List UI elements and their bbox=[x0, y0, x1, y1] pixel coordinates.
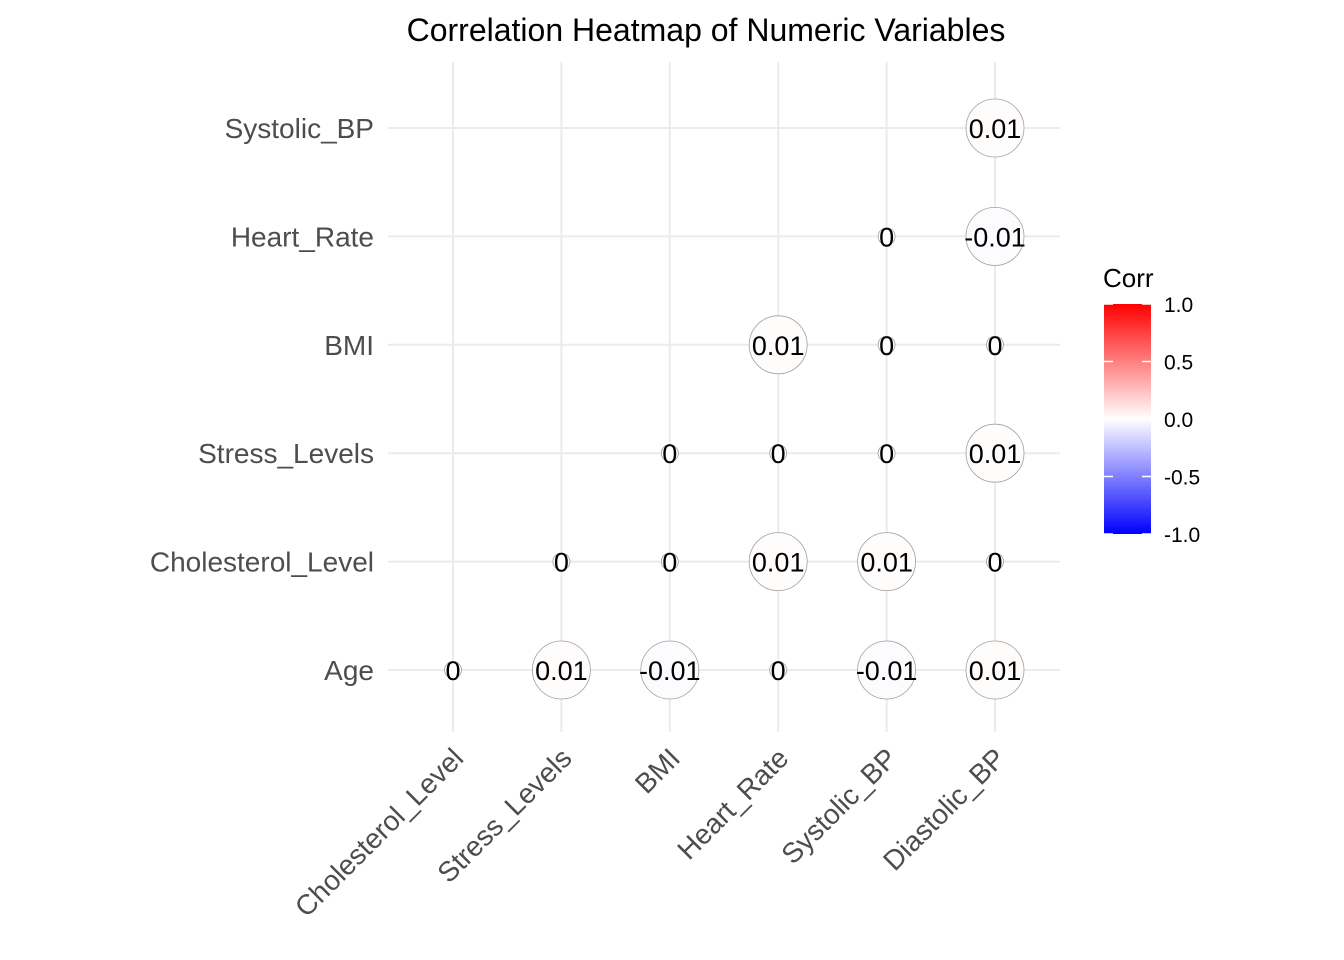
x-tick-label: Cholesterol_Level bbox=[289, 742, 469, 922]
correlation-point bbox=[769, 661, 788, 679]
correlation-value-label: 0 bbox=[445, 656, 460, 686]
correlation-point bbox=[965, 640, 1025, 700]
y-tick-label: Heart_Rate bbox=[231, 221, 374, 252]
correlation-value-label: 0.01 bbox=[752, 331, 805, 361]
correlation-value-label: -0.01 bbox=[639, 656, 701, 686]
legend-tick-label: 0.0 bbox=[1164, 409, 1193, 432]
correlation-point bbox=[986, 552, 1004, 571]
correlation-point bbox=[444, 661, 462, 679]
correlation-value-label: 0.01 bbox=[752, 548, 805, 578]
chart-title: Correlation Heatmap of Numeric Variables bbox=[407, 12, 1006, 48]
legend-tick-label: -1.0 bbox=[1164, 524, 1200, 547]
correlation-value-label: 0 bbox=[662, 439, 677, 469]
correlation-value-label: 0 bbox=[987, 548, 1002, 578]
correlation-point bbox=[857, 532, 916, 591]
correlation-point bbox=[769, 444, 788, 463]
correlation-value-labels: 0 0.01 -0.01 0 -0.01 0.01 0 0 0.01 0.01 0 0 0 0 0.01 0.… bbox=[445, 114, 1025, 686]
correlation-point bbox=[748, 315, 808, 375]
correlation-value-label: -0.01 bbox=[964, 222, 1026, 252]
legend-tick-label: 1.0 bbox=[1164, 294, 1193, 317]
legend-tick-label: -0.5 bbox=[1164, 467, 1200, 490]
legend-ticks: 1.0 0.5 0.0 -0.5 -1.0 bbox=[1104, 294, 1200, 547]
correlation-value-label: 0.01 bbox=[860, 548, 913, 578]
correlation-points bbox=[444, 98, 1025, 700]
correlation-point bbox=[660, 552, 679, 571]
correlation-value-label: 0 bbox=[554, 548, 569, 578]
correlation-value-label: 0.01 bbox=[535, 656, 588, 686]
grid-layer bbox=[388, 62, 1060, 732]
correlation-point bbox=[552, 552, 571, 571]
correlation-value-label: 0 bbox=[771, 439, 786, 469]
legend-tick-label: 0.5 bbox=[1164, 352, 1193, 375]
correlation-point bbox=[965, 423, 1025, 483]
correlation-point bbox=[748, 532, 808, 591]
correlation-value-label: 0 bbox=[879, 331, 894, 361]
color-legend: Corr 1.0 0.5 0.0 -0.5 -1.0 bbox=[1103, 263, 1200, 547]
correlation-point bbox=[965, 98, 1025, 158]
correlation-point bbox=[532, 640, 591, 700]
correlation-point bbox=[857, 640, 916, 700]
correlation-value-label: 0.01 bbox=[969, 439, 1022, 469]
correlation-point bbox=[660, 444, 679, 463]
correlation-value-label: -0.01 bbox=[856, 656, 918, 686]
correlation-point bbox=[965, 206, 1025, 266]
y-tick-label: Stress_Levels bbox=[198, 438, 374, 469]
y-tick-label: Age bbox=[324, 655, 374, 686]
correlation-point bbox=[986, 335, 1004, 354]
y-tick-label: BMI bbox=[324, 330, 374, 361]
correlation-value-label: 0 bbox=[987, 331, 1002, 361]
correlation-point bbox=[877, 335, 896, 354]
y-tick-label: Systolic_BP bbox=[225, 113, 374, 144]
y-axis-tick-labels: Age Cholesterol_Level Stress_Levels BMI Hear… bbox=[150, 113, 374, 686]
correlation-point bbox=[877, 227, 896, 246]
correlation-value-label: 0 bbox=[879, 222, 894, 252]
correlation-value-label: 0 bbox=[879, 439, 894, 469]
correlation-point bbox=[640, 640, 700, 700]
correlation-value-label: 0.01 bbox=[969, 114, 1022, 144]
correlation-point bbox=[877, 444, 896, 463]
x-tick-label: BMI bbox=[629, 742, 686, 799]
y-tick-label: Cholesterol_Level bbox=[150, 547, 374, 578]
correlation-value-label: 0.01 bbox=[969, 656, 1022, 686]
correlation-value-label: 0 bbox=[771, 656, 786, 686]
correlation-value-label: 0 bbox=[662, 548, 677, 578]
legend-title: Corr bbox=[1103, 263, 1154, 293]
